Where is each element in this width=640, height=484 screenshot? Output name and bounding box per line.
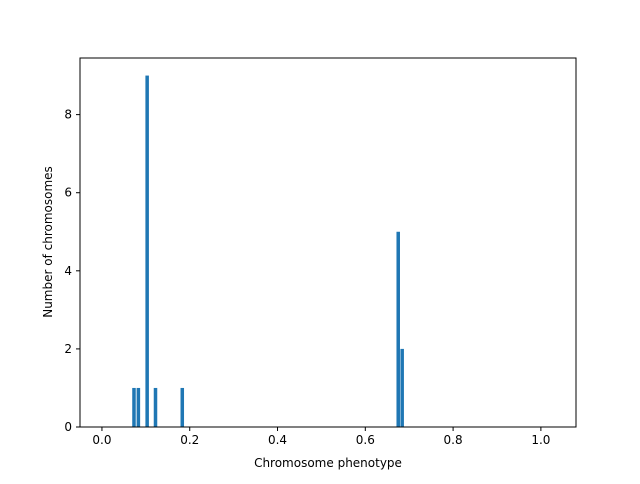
y-tick-label: 6 bbox=[64, 186, 72, 200]
plot-frame bbox=[79, 57, 577, 428]
y-tick-label: 0 bbox=[64, 420, 72, 434]
bar bbox=[180, 387, 185, 427]
bar bbox=[400, 348, 404, 427]
y-tick-label: 2 bbox=[64, 342, 72, 356]
x-axis-label: Chromosome phenotype bbox=[254, 456, 402, 470]
bar bbox=[145, 75, 149, 427]
bar bbox=[132, 387, 136, 427]
bar bbox=[396, 231, 400, 427]
x-tick-label: 0.6 bbox=[356, 433, 375, 447]
y-axis-label: Number of chromosomes bbox=[41, 166, 55, 318]
y-tick-label: 8 bbox=[64, 108, 72, 122]
x-tick-label: 0.2 bbox=[180, 433, 199, 447]
bars-group bbox=[132, 75, 404, 427]
x-tick-label: 0.4 bbox=[268, 433, 287, 447]
bar bbox=[153, 387, 158, 427]
x-tick-label: 0.0 bbox=[92, 433, 111, 447]
x-tick-label: 0.8 bbox=[444, 433, 463, 447]
x-tick-label: 1.0 bbox=[531, 433, 550, 447]
x-axis-ticks: 0.0 0.2 0.4 0.6 0.8 1.0 bbox=[92, 427, 550, 447]
y-tick-label: 4 bbox=[64, 264, 72, 278]
y-axis-ticks: 0 2 4 6 8 bbox=[64, 108, 80, 434]
bar bbox=[136, 387, 141, 427]
